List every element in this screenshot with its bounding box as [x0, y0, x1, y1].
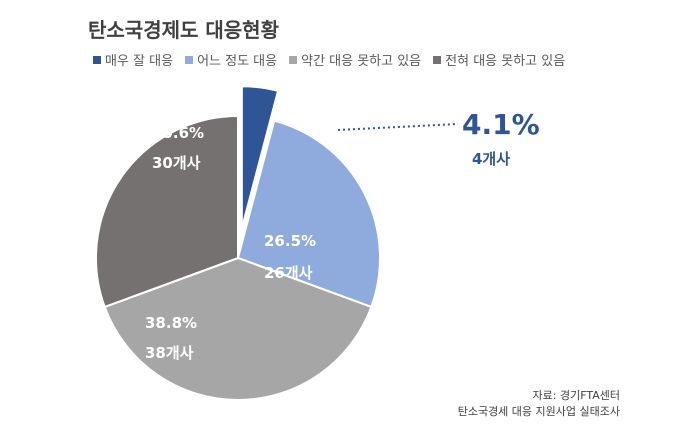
callout-leader-line: [337, 123, 459, 131]
pie-slice-somewhat: [236, 119, 381, 309]
legend-item-very-well: 매우 잘 대응: [93, 50, 173, 69]
chart-legend: 매우 잘 대응 어느 정도 대응 약간 대응 못하고 있음 전혀 대응 못하고 …: [93, 50, 565, 69]
data-label-percent-slightly-not: 38.8%: [145, 314, 197, 332]
legend-item-not-at-all: 전혀 대응 못하고 있음: [433, 50, 565, 69]
data-label-percent-very-well: 4.1%: [462, 108, 540, 141]
pie-slice-very-well: [240, 85, 280, 229]
data-label-count-very-well: 4개사: [472, 150, 510, 168]
data-label-count-slightly-not: 38개사: [145, 344, 194, 362]
legend-item-slightly-not: 약간 대응 못하고 있음: [289, 50, 421, 69]
legend-item-somewhat: 어느 정도 대응: [185, 50, 277, 69]
pie-slice-not-at-all: [95, 114, 239, 309]
pie-slice-slightly-not: [103, 256, 373, 401]
chart-title: 탄소국경제도 대응현황: [88, 18, 279, 42]
source-note: 자료: 경기FTA센터 탄소국경세 대응 지원사업 실태조사: [458, 388, 620, 420]
data-label-percent-not-at-all: 30.6%: [152, 124, 204, 142]
data-label-count-not-at-all: 30개사: [152, 154, 201, 172]
source-line-2: 탄소국경세 대응 지원사업 실태조사: [457, 405, 620, 418]
source-line-1: 자료: 경기FTA센터: [532, 389, 620, 402]
legend-label-somewhat: 어느 정도 대응: [197, 54, 278, 69]
legend-swatch-slightly-not: [289, 55, 298, 64]
legend-swatch-not-at-all: [433, 55, 442, 64]
legend-label-slightly-not: 약간 대응 못하고 있음: [301, 54, 422, 69]
data-label-count-somewhat: 26개사: [264, 264, 313, 282]
legend-label-not-at-all: 전혀 대응 못하고 있음: [445, 54, 566, 69]
data-label-percent-somewhat: 26.5%: [264, 232, 316, 250]
legend-label-very-well: 매우 잘 대응: [105, 54, 174, 69]
legend-swatch-very-well: [93, 55, 101, 64]
legend-swatch-somewhat: [185, 55, 194, 64]
